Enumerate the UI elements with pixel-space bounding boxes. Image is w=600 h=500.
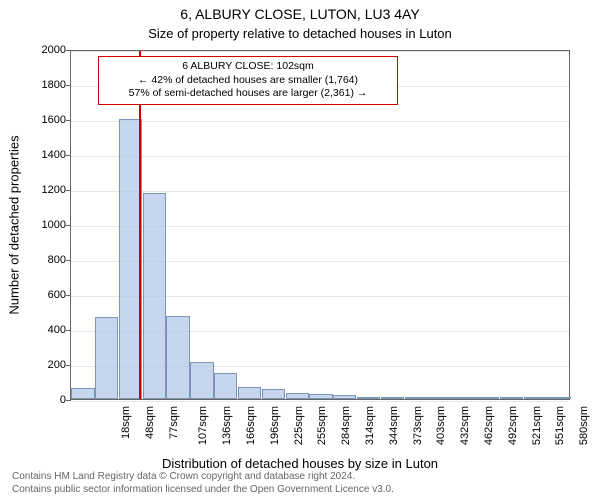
histogram-bar [381,397,404,399]
y-tick-label: 800 [16,254,66,266]
y-tick-mark [66,120,71,121]
histogram-bar [286,393,309,399]
histogram-bar [238,387,261,399]
histogram-bar [476,397,499,399]
x-tick-label: 344sqm [388,406,400,445]
histogram-bar [71,388,94,399]
y-tick-mark [66,225,71,226]
histogram-bar [262,389,285,399]
x-tick-label: 432sqm [459,406,471,445]
footer-line1: Contains HM Land Registry data © Crown c… [12,471,394,484]
x-tick-label: 18sqm [120,406,132,439]
page-title: 6, ALBURY CLOSE, LUTON, LU3 4AY [0,6,600,22]
histogram-bar [524,397,547,399]
y-tick-label: 1600 [16,114,66,126]
histogram-bar [547,397,570,399]
y-tick-mark [66,155,71,156]
annotation-line: 6 ALBURY CLOSE: 102sqm [108,60,388,74]
x-tick-label: 492sqm [507,406,519,445]
histogram-bar [166,316,189,399]
gridline [71,401,569,402]
histogram-bar [333,395,356,399]
histogram-bar [452,397,475,399]
y-tick-label: 400 [16,324,66,336]
histogram-bar [428,397,451,399]
x-tick-label: 107sqm [197,406,209,445]
y-tick-mark [66,190,71,191]
y-tick-label: 0 [16,394,66,406]
x-tick-label: 580sqm [578,406,590,445]
y-tick-label: 600 [16,289,66,301]
y-tick-mark [66,295,71,296]
histogram-bar [143,193,166,400]
y-tick-label: 1400 [16,149,66,161]
x-tick-label: 77sqm [168,406,180,439]
y-tick-mark [66,260,71,261]
histogram-bar [214,373,237,399]
y-tick-label: 1000 [16,219,66,231]
y-tick-mark [66,330,71,331]
x-tick-label: 462sqm [483,406,495,445]
x-tick-label: 136sqm [221,406,233,445]
gridline [71,51,569,52]
x-tick-label: 225sqm [293,406,305,445]
x-tick-label: 284sqm [340,406,352,445]
y-tick-mark [66,85,71,86]
gridline [71,121,569,122]
y-tick-mark [66,365,71,366]
y-tick-label: 200 [16,359,66,371]
y-tick-label: 1200 [16,184,66,196]
x-tick-label: 166sqm [245,406,257,445]
y-tick-mark [66,50,71,51]
y-tick-mark [66,400,71,401]
x-tick-label: 314sqm [364,406,376,445]
x-tick-label: 255sqm [317,406,329,445]
x-tick-label: 196sqm [269,406,281,445]
reference-annotation: 6 ALBURY CLOSE: 102sqm← 42% of detached … [98,56,398,105]
histogram-bar [500,397,523,399]
gridline [71,156,569,157]
histogram-bar [309,394,332,399]
y-tick-label: 1800 [16,79,66,91]
x-tick-label: 403sqm [436,406,448,445]
histogram-bar [405,397,428,399]
page-subtitle: Size of property relative to detached ho… [0,26,600,41]
annotation-line: 57% of semi-detached houses are larger (… [108,87,388,101]
histogram-bar [190,362,213,399]
x-tick-label: 521sqm [531,406,543,445]
x-axis-label: Distribution of detached houses by size … [0,456,600,471]
y-tick-label: 2000 [16,44,66,56]
footer-line2: Contains public sector information licen… [12,484,394,497]
x-tick-label: 551sqm [555,406,567,445]
x-tick-label: 48sqm [144,406,156,439]
histogram-bar [357,397,380,399]
annotation-line: ← 42% of detached houses are smaller (1,… [108,74,388,88]
x-tick-label: 373sqm [412,406,424,445]
footer-attribution: Contains HM Land Registry data © Crown c… [12,471,394,496]
histogram-bar [95,317,118,399]
